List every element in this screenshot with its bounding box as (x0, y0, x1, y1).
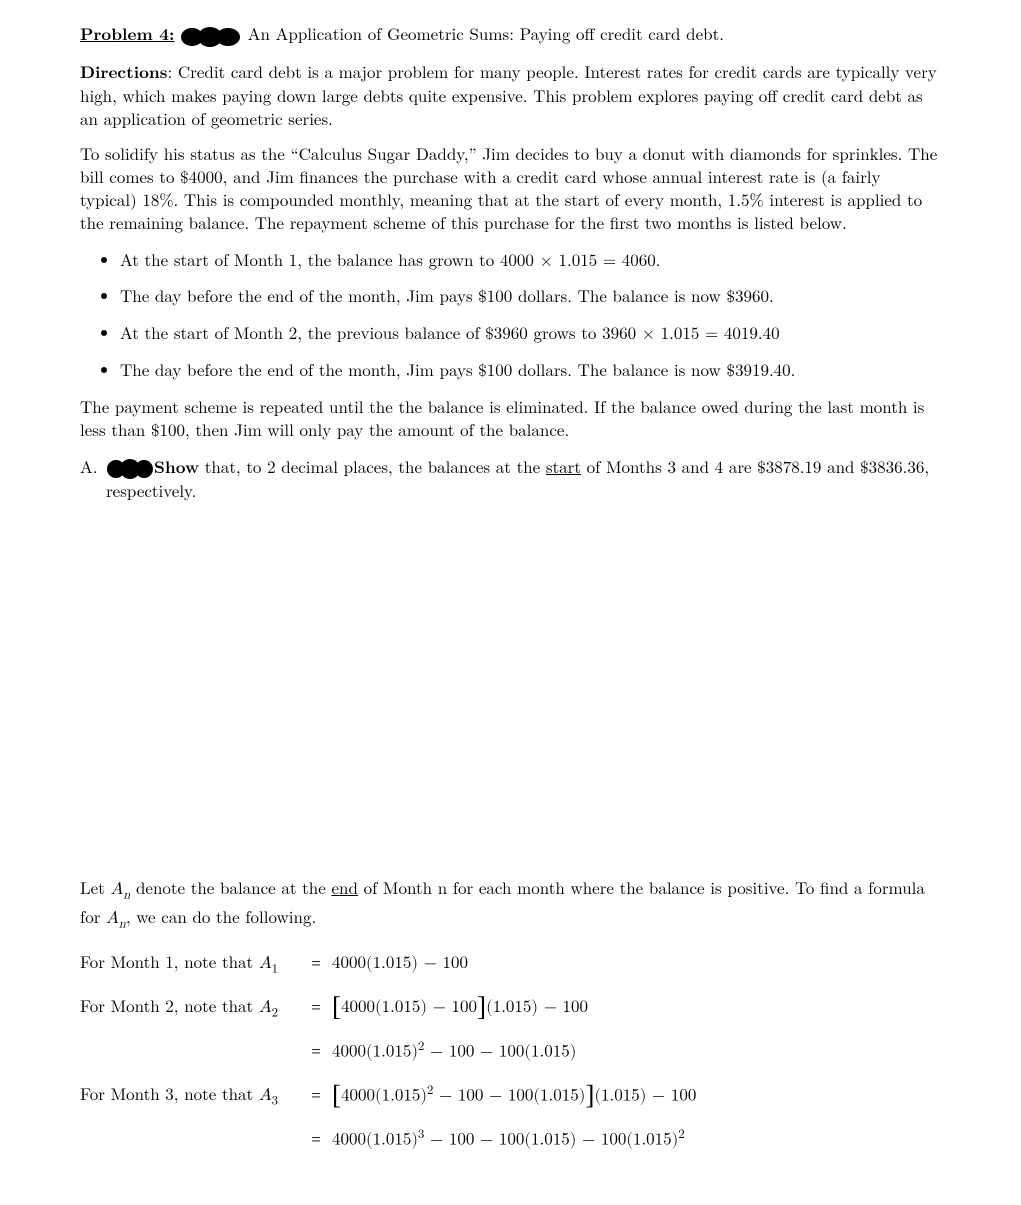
part-a-label: A. (80, 455, 106, 502)
equals-sign: = (300, 997, 332, 1020)
problem-title-row: Problem 4: An Application of Geometric S… (80, 22, 941, 46)
part-a: A. Show that, to 2 decimal places, the b… (80, 455, 941, 502)
equation-label: For Month 1, note that A1 (80, 950, 300, 979)
intro-pre: Let (80, 875, 110, 899)
intro-mid: denote the balance at the (130, 875, 331, 899)
part-a-text-1: that, to 2 decimal places, the balances … (199, 454, 546, 478)
setup-paragraph: To solidify his status as the “Calculus … (80, 142, 941, 234)
directions-heading: Directions (80, 60, 168, 84)
after-bullets-paragraph: The payment scheme is repeated until the… (80, 395, 941, 441)
intro-sub2: n (119, 918, 126, 930)
equation-row: = 4000(1.015)2 − 100 − 100(1.015) (80, 1033, 941, 1071)
list-item: The day before the end of the month, Jim… (120, 284, 941, 307)
equation-rhs: 4000(1.015)2 − 100 − 100(1.015) (332, 1039, 941, 1065)
part-a-underlined: start (546, 454, 581, 478)
intro-underlined: end (331, 875, 357, 899)
eq-label-pre: For Month 2, note that (80, 993, 259, 1017)
equation-rhs: 4000(1.015) − 100 (332, 953, 941, 976)
equals-sign: = (300, 953, 332, 976)
eq-label-sub: 3 (272, 1095, 278, 1107)
workspace-gap (80, 516, 941, 876)
equation-rhs: [4000(1.015)2 − 100 − 100(1.015)](1.015)… (332, 1083, 941, 1109)
eq-label-pre: For Month 3, note that (80, 1081, 259, 1105)
equation-row: For Month 1, note that A1 = 4000(1.015) … (80, 945, 941, 983)
eq-label-sub: 2 (272, 1007, 278, 1019)
part-a-lead: Show (154, 455, 199, 479)
equation-block: For Month 1, note that A1 = 4000(1.015) … (80, 945, 941, 1159)
equation-label: For Month 3, note that A3 (80, 1082, 300, 1111)
equation-row: = 4000(1.015)3 − 100 − 100(1.015) − 100(… (80, 1121, 941, 1159)
eq-label-pre: For Month 1, note that (80, 949, 259, 973)
intro-var2: A (106, 910, 119, 927)
equals-sign: = (300, 1041, 332, 1064)
list-item: The day before the end of the month, Jim… (120, 358, 941, 381)
redaction-blob-icon (106, 459, 154, 477)
equals-sign: = (300, 1085, 332, 1108)
list-item: At the start of Month 1, the balance has… (120, 248, 941, 271)
problem-subtitle: An Application of Geometric Sums: Paying… (248, 21, 724, 45)
eq-label-var: A (259, 955, 272, 972)
equation-rhs: [4000(1.015) − 100](1.015) − 100 (332, 997, 941, 1020)
bullet-list: At the start of Month 1, the balance has… (80, 248, 941, 382)
directions-paragraph: Directions: Credit card debt is a major … (80, 60, 941, 130)
intro-var: A (110, 881, 123, 898)
problem-label: Problem 4: (80, 22, 174, 46)
intro-tail: , we can do the following. (126, 904, 316, 928)
eq-label-sub: 1 (272, 963, 278, 975)
equation-rhs: 4000(1.015)3 − 100 − 100(1.015) − 100(1.… (332, 1127, 941, 1153)
eq-label-var: A (259, 999, 272, 1016)
equals-sign: = (300, 1129, 332, 1152)
redaction-blob-icon (180, 27, 242, 45)
equation-row: For Month 3, note that A3 = [4000(1.015)… (80, 1077, 941, 1115)
formula-intro: Let An denote the balance at the end of … (80, 876, 941, 933)
list-item: At the start of Month 2, the previous ba… (120, 321, 941, 344)
part-a-body: Show that, to 2 decimal places, the bala… (106, 455, 941, 502)
equation-row: For Month 2, note that A2 = [4000(1.015)… (80, 989, 941, 1027)
equation-label: For Month 2, note that A2 (80, 994, 300, 1023)
directions-body: : Credit card debt is a major problem fo… (80, 59, 937, 130)
eq-label-var: A (259, 1087, 272, 1104)
